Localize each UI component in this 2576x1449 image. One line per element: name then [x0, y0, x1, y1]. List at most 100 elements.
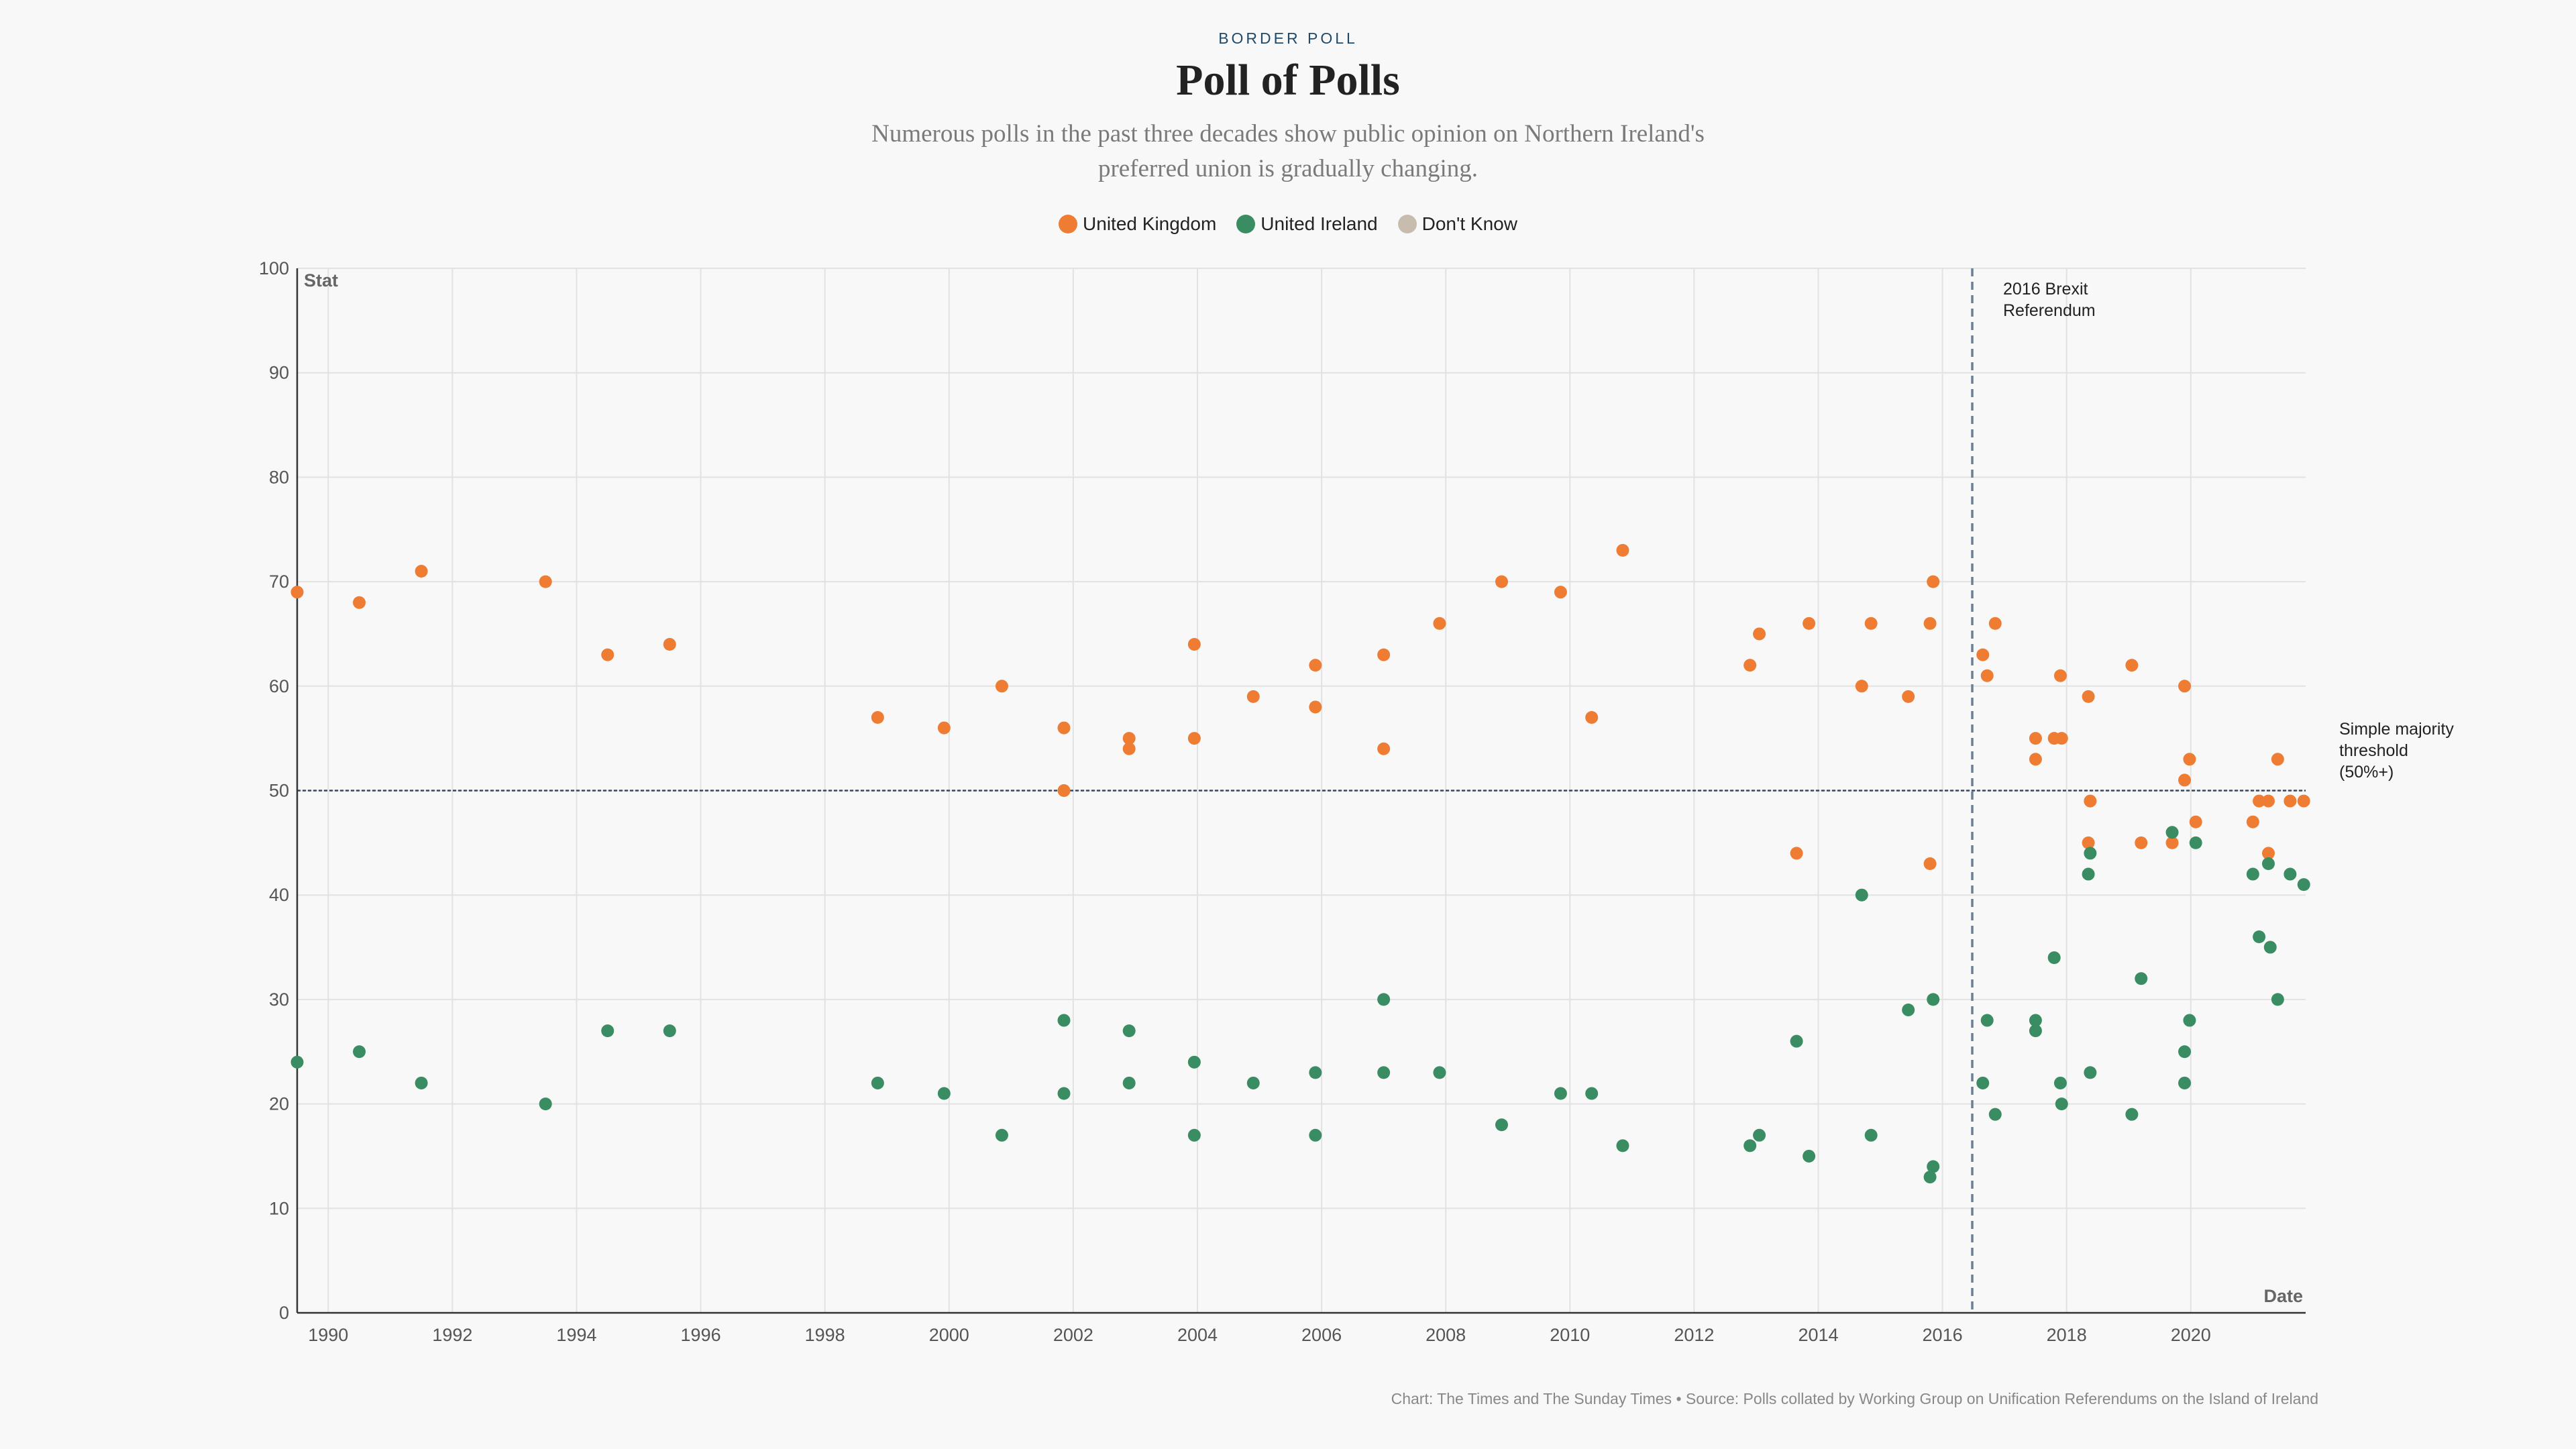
- point-united-ireland-19: [1377, 1066, 1391, 1079]
- point-united-kingdom-55: [2261, 794, 2275, 808]
- x-axis-title: Date: [2263, 1286, 2303, 1306]
- x-tick-label-1998: 1998: [805, 1325, 845, 1345]
- point-united-ireland-12: [1122, 1076, 1136, 1089]
- point-united-kingdom-7: [937, 721, 951, 735]
- y-tick-label-20: 20: [269, 1094, 289, 1114]
- y-tick-label-30: 30: [269, 989, 289, 1010]
- legend-label-united-ireland: United Ireland: [1260, 213, 1378, 234]
- point-united-ireland-57: [2271, 993, 2284, 1006]
- point-united-kingdom-41: [2053, 669, 2067, 682]
- point-united-kingdom-9: [1057, 721, 1071, 735]
- point-united-ireland-28: [1803, 1149, 1816, 1163]
- reference-lines: [297, 268, 2306, 1313]
- point-united-ireland-58: [2284, 867, 2297, 881]
- point-united-kingdom-21: [1495, 575, 1508, 588]
- point-united-kingdom-6: [871, 711, 884, 724]
- point-united-ireland-14: [1187, 1128, 1201, 1142]
- point-united-ireland-26: [1753, 1128, 1766, 1142]
- point-united-ireland-22: [1554, 1087, 1567, 1100]
- point-united-ireland-49: [2178, 1045, 2192, 1059]
- point-united-ireland-9: [1057, 1014, 1071, 1027]
- point-united-kingdom-37: [1988, 616, 2002, 630]
- threshold-label-line-1: Simple majority: [2339, 720, 2454, 739]
- point-united-ireland-51: [2183, 1014, 2196, 1027]
- point-united-ireland-1: [353, 1045, 366, 1059]
- x-tick-label-2018: 2018: [2047, 1325, 2087, 1345]
- point-united-kingdom-26: [1753, 627, 1766, 641]
- point-united-ireland-52: [2189, 836, 2202, 849]
- point-united-kingdom-57: [2271, 753, 2284, 766]
- point-united-kingdom-8: [995, 680, 1008, 693]
- point-united-ireland-34: [1927, 1160, 1940, 1173]
- y-tick-label-90: 90: [269, 363, 289, 383]
- point-united-ireland-24: [1616, 1139, 1629, 1152]
- point-united-kingdom-33: [1923, 857, 1937, 870]
- legend-item-dont-know[interactable]: Don't Know: [1397, 213, 1517, 235]
- legend-label-dont-know: Don't Know: [1421, 213, 1517, 234]
- point-united-ireland-16: [1309, 1066, 1322, 1079]
- legend-item-united-ireland[interactable]: United Ireland: [1236, 213, 1378, 235]
- point-united-kingdom-35: [1976, 648, 1990, 661]
- point-united-kingdom-25: [1743, 659, 1757, 672]
- point-united-kingdom-31: [1902, 690, 1915, 703]
- point-united-ireland-7: [937, 1087, 951, 1100]
- point-united-kingdom-14: [1187, 732, 1201, 745]
- footer: Chart: The Times and The Sunday Times • …: [1391, 1390, 2318, 1408]
- point-united-ireland-13: [1187, 1055, 1201, 1069]
- x-tick-label-1994: 1994: [556, 1325, 596, 1345]
- point-united-kingdom-13: [1187, 638, 1201, 651]
- y-tick-label-60: 60: [269, 676, 289, 696]
- point-united-kingdom-27: [1790, 847, 1803, 860]
- point-united-ireland-54: [2253, 930, 2266, 943]
- point-united-ireland-32: [1923, 1171, 1937, 1184]
- point-united-kingdom-17: [1309, 700, 1322, 714]
- point-united-kingdom-22: [1554, 586, 1567, 599]
- x-tick-label-2016: 2016: [1923, 1325, 1963, 1345]
- x-tick-label-2000: 2000: [929, 1325, 969, 1345]
- point-united-ireland-10: [1057, 1087, 1071, 1100]
- point-united-ireland-17: [1309, 1128, 1322, 1142]
- legend-swatch-united-kingdom: [1059, 215, 1078, 233]
- y-tick-label-50: 50: [269, 781, 289, 801]
- footer-credit: Chart: The Times and The Sunday Times: [1391, 1390, 1672, 1407]
- x-tick-label-2010: 2010: [1550, 1325, 1590, 1345]
- point-united-kingdom-23: [1585, 711, 1599, 724]
- axis-labels: 0 10 20 30 40 50 60 70 80 90 100 1990 1992 1994 1996 19…: [259, 258, 2454, 1345]
- point-united-kingdom-30: [1864, 616, 1878, 630]
- point-united-ireland-35: [1976, 1076, 1990, 1089]
- point-united-ireland-33: [1927, 993, 1940, 1006]
- point-united-ireland-0: [290, 1055, 304, 1069]
- threshold-label-line-2: threshold: [2339, 741, 2408, 760]
- point-united-kingdom-18: [1377, 648, 1391, 661]
- point-united-ireland-29: [1855, 888, 1868, 902]
- legend-item-united-kingdom[interactable]: United Kingdom: [1059, 213, 1216, 235]
- x-tick-label-1996: 1996: [681, 1325, 721, 1345]
- x-tick-label-2014: 2014: [1798, 1325, 1838, 1345]
- point-united-ireland-38: [2029, 1014, 2042, 1027]
- point-united-ireland-55: [2261, 857, 2275, 870]
- point-united-kingdom-28: [1803, 616, 1816, 630]
- y-tick-label-0: 0: [279, 1303, 289, 1323]
- point-united-kingdom-34: [1927, 575, 1940, 588]
- point-united-ireland-31: [1902, 1003, 1915, 1016]
- y-tick-label-10: 10: [269, 1198, 289, 1218]
- point-united-ireland-41: [2053, 1076, 2067, 1089]
- point-united-kingdom-24: [1616, 543, 1629, 557]
- axes: [296, 268, 2306, 1314]
- point-united-ireland-3: [539, 1097, 552, 1111]
- point-united-kingdom-50: [2178, 773, 2192, 787]
- point-united-kingdom-10: [1057, 784, 1071, 797]
- x-tick-label-2012: 2012: [1674, 1325, 1714, 1345]
- point-united-kingdom-12: [1122, 742, 1136, 755]
- y-tick-label-100: 100: [259, 258, 289, 278]
- point-united-kingdom-19: [1377, 742, 1391, 755]
- point-united-ireland-47: [2135, 972, 2148, 985]
- x-tick-label-1992: 1992: [432, 1325, 472, 1345]
- threshold-label-line-3: (50%+): [2339, 763, 2394, 782]
- point-united-ireland-37: [1988, 1108, 2002, 1121]
- point-united-ireland-42: [2055, 1097, 2068, 1111]
- point-united-kingdom-1: [353, 596, 366, 609]
- point-united-kingdom-45: [2082, 836, 2095, 849]
- point-united-kingdom-20: [1433, 616, 1446, 630]
